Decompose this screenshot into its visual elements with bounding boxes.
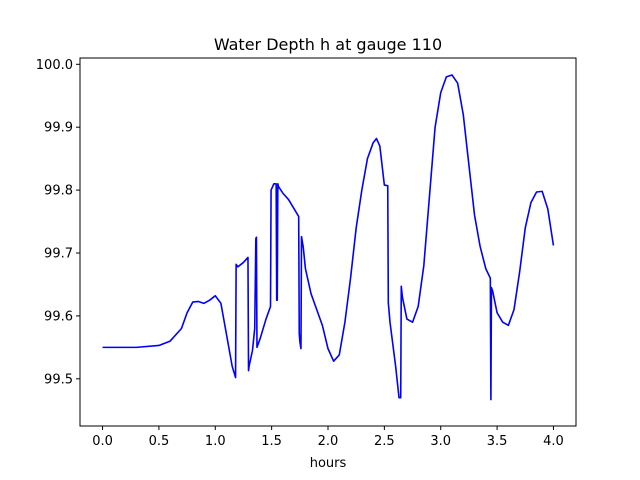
plot-area <box>80 58 576 426</box>
y-tick-label: 99.6 <box>44 309 73 324</box>
x-tick-label: 0.5 <box>149 434 170 449</box>
y-tick-label: 100.0 <box>36 58 73 73</box>
x-tick-label: 3.0 <box>430 434 451 449</box>
x-tick-label: 4.0 <box>543 434 564 449</box>
y-tick-label: 99.9 <box>44 121 73 136</box>
y-tick-label: 99.8 <box>44 184 73 199</box>
series-line-0 <box>102 74 555 401</box>
plot-line-layer <box>102 74 555 401</box>
y-axis-ticks: 99.5 99.6 99.7 99.8 99.9 100.0 <box>36 58 80 387</box>
y-tick-label: 99.7 <box>44 247 73 262</box>
x-tick-label: 3.5 <box>487 434 508 449</box>
y-tick-label: 99.5 <box>44 372 73 387</box>
x-tick-label: 2.0 <box>318 434 339 449</box>
x-tick-label: 0.0 <box>92 434 113 449</box>
x-tick-label: 1.5 <box>261 434 282 449</box>
chart-title: Water Depth h at gauge 110 <box>214 35 442 54</box>
x-axis-label: hours <box>310 456 347 471</box>
x-tick-label: 1.0 <box>205 434 226 449</box>
x-axis-ticks: 0.0 0.5 1.0 1.5 2.0 2.5 3.0 3.5 4.0 <box>92 426 564 449</box>
x-tick-label: 2.5 <box>374 434 395 449</box>
